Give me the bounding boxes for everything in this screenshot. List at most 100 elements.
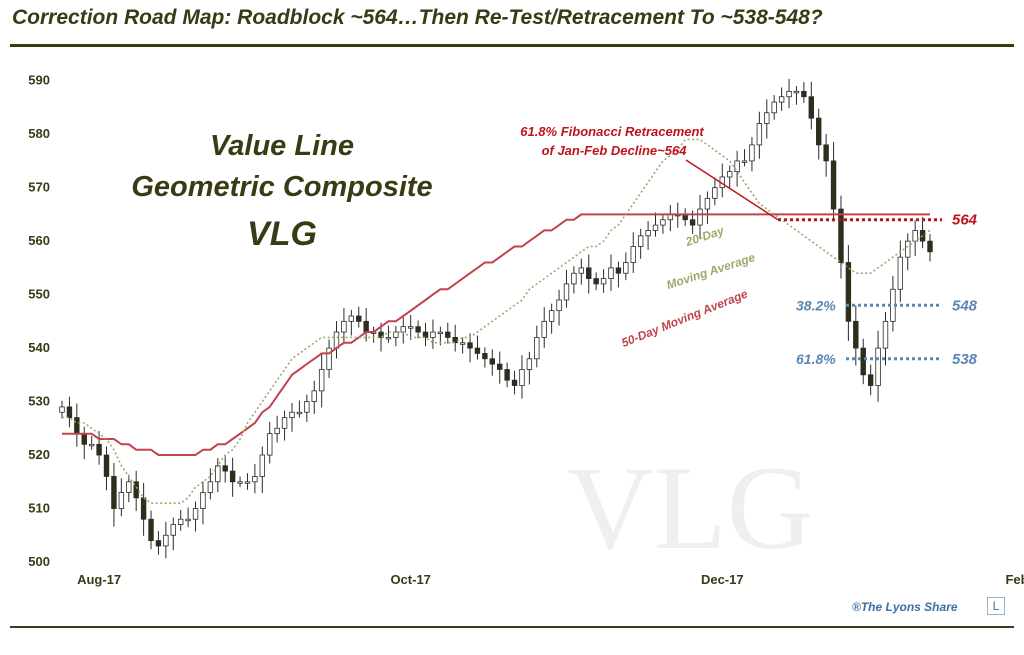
fib-pointer-line xyxy=(685,159,779,221)
candle-body xyxy=(897,256,904,290)
y-tick-label: 510 xyxy=(28,501,50,516)
chart-name-line: VLG xyxy=(247,215,317,253)
candle-body xyxy=(778,96,785,103)
candle-body xyxy=(615,267,622,274)
candle-body xyxy=(519,369,525,386)
candle-body xyxy=(393,331,399,338)
y-tick-label: 580 xyxy=(28,126,50,141)
candle-body xyxy=(192,508,199,520)
chart-name-line: Geometric Composite xyxy=(131,171,432,203)
candle-body xyxy=(905,240,911,258)
candle-body xyxy=(823,144,829,162)
candle-body xyxy=(801,90,807,98)
candle-body xyxy=(333,331,340,349)
level-value-label: 538 xyxy=(952,351,978,368)
y-tick-label: 500 xyxy=(28,554,50,569)
candle-body xyxy=(348,315,355,322)
candle-body xyxy=(385,336,392,340)
candle-body xyxy=(66,406,73,419)
candle-body xyxy=(363,320,369,333)
candle-body xyxy=(689,219,696,226)
x-tick-label: Dec-17 xyxy=(701,572,744,587)
fib-annotation-text: of Jan-Feb Decline~564 xyxy=(542,143,688,158)
candle-body xyxy=(185,518,191,522)
footer-rule xyxy=(10,626,1014,628)
candle-body xyxy=(749,144,755,162)
candle-body xyxy=(497,363,503,370)
candle-body xyxy=(474,347,481,354)
chart-name-line: Value Line xyxy=(210,130,354,162)
candle-body xyxy=(853,320,859,349)
candle-body xyxy=(140,497,147,520)
candle-body xyxy=(623,262,629,274)
candle-body xyxy=(452,336,458,344)
candle-body xyxy=(215,465,221,483)
candle-body xyxy=(178,518,184,525)
candle-body xyxy=(808,96,814,119)
candle-body xyxy=(927,240,933,253)
y-tick-label: 520 xyxy=(28,447,50,462)
candle-body xyxy=(548,310,555,322)
candle-body xyxy=(563,283,570,301)
chart-title: Correction Road Map: Roadblock ~564…Then… xyxy=(12,6,823,29)
candle-body xyxy=(289,411,295,419)
sma20-line xyxy=(62,138,931,504)
sma20-label: Moving Average xyxy=(665,250,757,292)
x-tick-label: Oct-17 xyxy=(390,572,430,587)
candle-body xyxy=(771,101,777,114)
candle-body xyxy=(415,326,421,333)
candle-body xyxy=(556,299,562,312)
candle-body xyxy=(660,219,666,226)
y-tick-label: 550 xyxy=(28,287,50,302)
candle-body xyxy=(704,197,711,210)
candle-body xyxy=(586,267,592,279)
y-tick-label: 530 xyxy=(28,394,50,409)
candle-body xyxy=(712,187,718,199)
candle-body xyxy=(726,171,733,178)
candle-body xyxy=(281,417,288,429)
candle-body xyxy=(541,320,547,338)
candle-body xyxy=(356,315,362,322)
level-value-label: 564 xyxy=(952,212,978,229)
candle-body xyxy=(148,518,154,542)
title-rule xyxy=(10,44,1014,47)
x-tick-label: Aug-17 xyxy=(77,572,121,587)
level-value-label: 548 xyxy=(952,297,978,314)
candle-body xyxy=(59,406,65,413)
lyons-logo: L xyxy=(987,597,1005,615)
candle-body xyxy=(229,470,236,483)
candle-body xyxy=(422,331,429,338)
level-pct-label: 61.8% xyxy=(796,351,836,367)
candle-body xyxy=(326,347,332,370)
candle-body xyxy=(133,481,139,499)
candle-body xyxy=(155,540,162,547)
candle-body xyxy=(252,476,258,483)
candle-body xyxy=(445,331,451,338)
candle-body xyxy=(259,454,266,477)
candle-body xyxy=(304,401,310,413)
candle-body xyxy=(830,160,837,210)
y-tick-label: 540 xyxy=(28,340,50,355)
candle-body xyxy=(608,267,614,279)
candle-body xyxy=(882,320,889,349)
y-tick-label: 590 xyxy=(28,73,50,88)
candle-body xyxy=(341,320,347,333)
candle-body xyxy=(645,230,651,237)
y-tick-label: 570 xyxy=(28,180,50,195)
candle-body xyxy=(838,208,844,263)
candle-body xyxy=(296,411,303,415)
candle-body xyxy=(482,353,488,360)
candle-body xyxy=(734,160,740,173)
candle-body xyxy=(526,358,533,370)
level-pct-label: 38.2% xyxy=(796,297,836,313)
candle-body xyxy=(244,481,251,484)
title-bar: Correction Road Map: Roadblock ~564…Then… xyxy=(0,0,1024,46)
candle-body xyxy=(652,224,659,231)
candle-body xyxy=(504,369,510,381)
candle-body xyxy=(741,160,748,163)
x-tick-label: Feb-18 xyxy=(1005,572,1024,587)
candle-body xyxy=(511,379,518,386)
candle-body xyxy=(793,90,800,94)
candle-body xyxy=(534,336,540,360)
